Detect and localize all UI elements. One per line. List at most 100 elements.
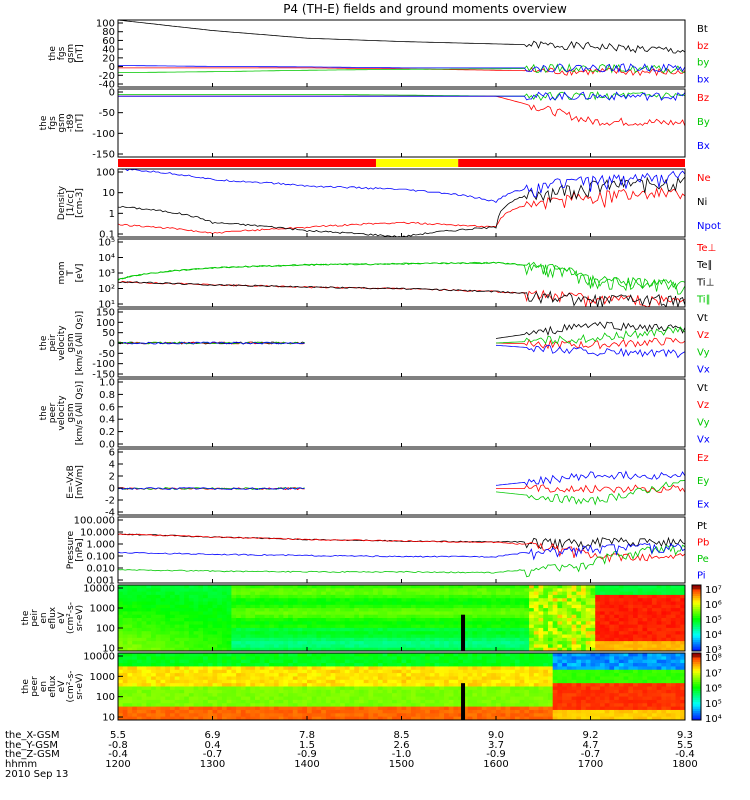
spectrogram-cell	[448, 663, 454, 667]
spectrogram-cell	[642, 598, 648, 602]
spectrogram-cell	[273, 659, 280, 664]
spectrogram-cell	[571, 666, 577, 671]
spectrogram-cell	[278, 676, 284, 681]
series-line-by	[118, 63, 686, 74]
spectrogram-cell	[136, 679, 143, 684]
spectrogram-cell	[340, 713, 346, 718]
spectrogram-cell	[429, 614, 436, 619]
spectrogram-cell	[297, 689, 303, 694]
spectrogram-cell	[500, 709, 506, 714]
spectrogram-cell	[538, 611, 544, 616]
spectrogram-cell	[236, 641, 242, 645]
spectrogram-cell	[264, 594, 270, 599]
spectrogram-cell	[609, 621, 615, 626]
spectrogram-cell	[538, 637, 544, 642]
spectrogram-cell	[132, 683, 138, 687]
spectrogram-cell	[675, 614, 681, 619]
spectrogram-cell	[477, 594, 483, 599]
spectrogram-cell	[562, 641, 568, 645]
spectrogram-cell	[264, 588, 270, 593]
spectrogram-cell	[217, 618, 223, 622]
spectrogram-cell	[358, 679, 365, 684]
spectrogram-cell	[321, 673, 327, 677]
y-tick-label: -50	[99, 349, 115, 360]
spectrogram-cell	[505, 647, 511, 652]
y-tick-label: 100	[96, 318, 115, 329]
spectrogram-cell	[486, 656, 492, 661]
spectrogram-cell	[269, 637, 275, 642]
spectrogram-cell	[538, 624, 544, 629]
colorbar-swatch	[692, 644, 701, 648]
spectrogram-cell	[609, 598, 615, 602]
spectrogram-cell	[529, 621, 535, 626]
spectrogram-cell	[486, 669, 492, 674]
spectrogram-cell	[581, 594, 587, 599]
spectrogram-cell	[510, 621, 516, 626]
spectrogram-cell	[486, 614, 492, 619]
spectrogram-cell	[132, 634, 138, 639]
spectrogram-cell	[368, 631, 374, 635]
spectrogram-cell	[604, 706, 610, 711]
spectrogram-cell	[519, 598, 525, 602]
spectrogram-cell	[349, 693, 355, 698]
spectrogram-cell	[259, 594, 265, 599]
spectrogram-cell	[505, 631, 511, 635]
spectrogram-cell	[467, 631, 473, 635]
spectrogram-cell	[472, 627, 478, 632]
spectrogram-cell	[373, 594, 379, 599]
spectrogram-cell	[193, 716, 199, 721]
spectrogram-cell	[429, 604, 436, 609]
spectrogram-cell	[179, 679, 185, 684]
spectrogram-cell	[599, 618, 606, 622]
spectrogram-cell	[226, 656, 232, 661]
spectrogram-cell	[273, 631, 280, 635]
spectrogram-cell	[217, 713, 223, 718]
spectrogram-cell	[358, 669, 365, 674]
spectrogram-cell	[444, 585, 450, 589]
spectrogram-cell	[406, 689, 412, 694]
spectrogram-cell	[396, 703, 402, 708]
spectrogram-cell	[628, 591, 634, 596]
spectrogram-cell	[231, 666, 237, 671]
spectrogram-cell	[283, 703, 289, 708]
spectrogram-cell	[273, 588, 280, 593]
spectrogram-cell	[533, 618, 540, 622]
spectrogram-cell	[462, 647, 469, 652]
spectrogram-cell	[448, 709, 454, 714]
spectrogram-cell	[429, 689, 436, 694]
spectrogram-cell	[231, 621, 237, 626]
spectrogram-cell	[136, 588, 143, 593]
spectrogram-cell	[316, 614, 322, 619]
spectrogram-cell	[642, 608, 648, 612]
y-axis-label: Density [1/cc] [cm-3]	[57, 185, 85, 220]
spectrogram-cell	[255, 669, 261, 674]
spectrogram-cell	[491, 601, 497, 606]
spectrogram-cell	[439, 706, 445, 711]
spectrogram-cell	[458, 659, 464, 664]
spectrogram-cell	[467, 627, 473, 632]
spectrogram-cell	[169, 686, 176, 691]
spectrogram-cell	[401, 627, 407, 632]
spectrogram-cell	[524, 627, 530, 632]
spectrogram-cell	[340, 591, 346, 596]
spectrogram-cell	[288, 716, 294, 721]
spectrogram-cell	[566, 653, 573, 657]
spectrogram-cell	[392, 624, 398, 629]
spectrogram-cell	[358, 614, 365, 619]
spectrogram-cell	[566, 585, 573, 589]
spectrogram-cell	[562, 604, 568, 609]
spectrogram-cell	[155, 618, 162, 622]
spectrogram-cell	[344, 585, 351, 589]
spectrogram-cell	[458, 689, 464, 694]
spectrogram-cell	[273, 709, 280, 714]
spectrogram-cell	[169, 663, 176, 667]
spectrogram-cell	[614, 601, 620, 606]
spectrogram-cell	[599, 696, 606, 701]
spectrogram-cell	[406, 699, 412, 704]
spectrogram-cell	[264, 669, 270, 674]
spectrogram-cell	[439, 631, 445, 635]
y-tick-label: 50	[102, 328, 115, 339]
spectrogram-cell	[198, 659, 204, 664]
spectrogram-cell	[340, 683, 346, 687]
